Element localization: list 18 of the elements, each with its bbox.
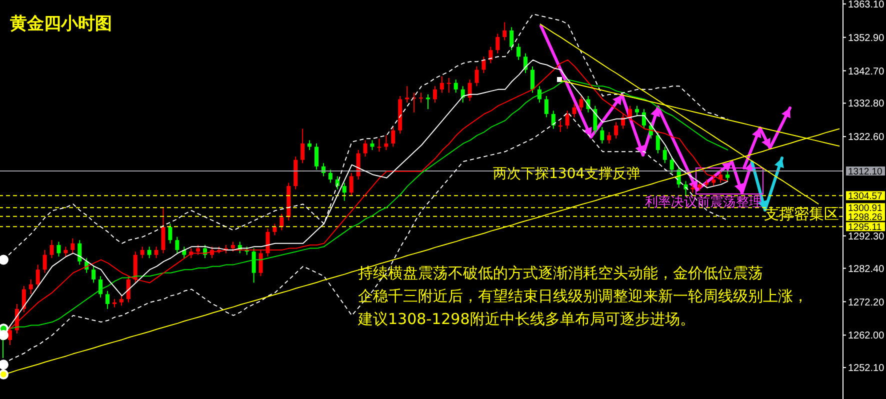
ref-line-label: 1295.11 xyxy=(848,222,882,234)
annotation: 企稳千三附近后，有望结束日线级别调整迎来新一轮周线级别上涨， xyxy=(358,287,808,305)
ref-line-label: 1298.26 xyxy=(848,212,882,223)
y-tick-label: 1352.90 xyxy=(848,32,885,44)
ref-line-label: 1300.91 xyxy=(848,203,882,214)
y-tick-label: 1292.30 xyxy=(848,231,885,242)
y-tick-label: 1342.70 xyxy=(848,66,885,78)
ref-line-label: 1312.10 xyxy=(848,166,882,178)
annotation: 建议1308-1298附近中长线多单布局可逐步进场。 xyxy=(358,310,695,328)
y-tick-label: 1272.20 xyxy=(848,297,885,308)
y-tick-label: 1262.00 xyxy=(848,330,885,342)
y-tick-label: 1363.10 xyxy=(848,0,885,10)
y-tick-label: 1332.80 xyxy=(848,98,885,110)
y-tick-label: 1322.60 xyxy=(848,132,885,144)
y-tick-label: 1252.10 xyxy=(848,363,885,374)
ref-line-label: 1304.57 xyxy=(848,191,882,202)
y-tick-label: 1282.40 xyxy=(848,264,885,275)
text: 黄金四小时图 xyxy=(10,13,112,35)
